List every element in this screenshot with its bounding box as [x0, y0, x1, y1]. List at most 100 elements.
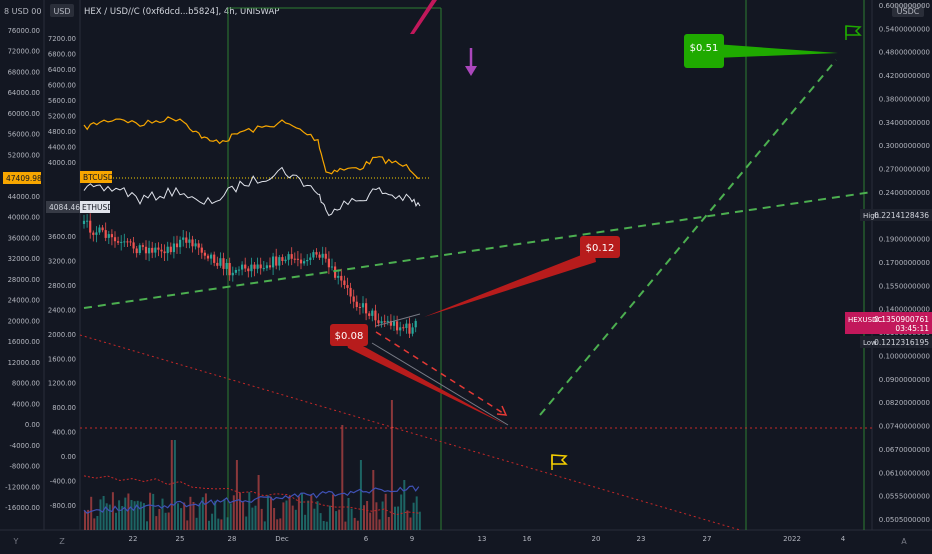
axis-tick-label: -16000.00 [5, 504, 40, 512]
candle-body [95, 232, 98, 235]
axis-tick-label: 4000.00 [48, 159, 76, 167]
axis-tick-label: 0.1900000000 [879, 236, 930, 244]
candlesticks [82, 213, 417, 338]
btcusd-line [83, 116, 421, 180]
volume-bar [353, 517, 356, 530]
bottom-button-y[interactable]: Y [13, 537, 19, 546]
volume-bar [412, 502, 415, 530]
volume-bar [146, 521, 148, 530]
volume-bar [270, 496, 272, 530]
candle-body [182, 237, 185, 240]
candle-body [144, 246, 148, 254]
volume-bar [220, 519, 223, 530]
volume-bar [124, 497, 127, 530]
axis-tick-label: 0.3400000000 [879, 119, 930, 127]
volume-bar [387, 517, 390, 530]
axis-tick-label: 0.00 [25, 421, 40, 429]
volume-bar [409, 517, 412, 530]
volume-bar [242, 502, 245, 530]
candle-body [262, 268, 265, 270]
volume-bar [254, 505, 257, 530]
target-low-box[interactable] [330, 324, 368, 346]
volume-bar [390, 400, 393, 530]
volume-bar [359, 460, 362, 530]
candle-body [250, 264, 253, 272]
volume-bar [397, 506, 400, 530]
volume-bar [235, 460, 238, 530]
ethusd-series-label: ETHUSD [82, 203, 113, 212]
x-tick-label: 6 [364, 535, 369, 543]
volume-bar [149, 492, 152, 530]
target-high-box[interactable] [684, 34, 724, 68]
volume-bar [155, 516, 158, 530]
axis-tick-label: 0.5400000000 [879, 25, 930, 33]
candle-body [241, 264, 244, 270]
axis-tick-label: 32000.00 [8, 255, 40, 263]
axis-tick-label: 24000.00 [8, 297, 40, 305]
candle-body [222, 258, 225, 269]
btcusd-series-tag [80, 171, 112, 183]
btcusd-last-value: 47409.98 [6, 174, 42, 183]
volume-bar [239, 492, 241, 530]
candle-body [265, 265, 268, 269]
target-mid-box[interactable] [580, 236, 620, 258]
callout-tail-mid [424, 250, 596, 317]
candle-body [237, 269, 241, 271]
bottom-button-a[interactable]: A [901, 537, 907, 546]
volume-bar [223, 498, 226, 530]
volume-bar [232, 495, 235, 530]
volume-bar [263, 521, 266, 530]
candle-body [113, 237, 117, 242]
volume-bar [177, 503, 179, 530]
axis-tick-label: 5600.00 [48, 97, 76, 105]
low-marker [860, 336, 932, 348]
axis-tick-label: 0.0820000000 [879, 399, 930, 407]
axis-tick-label: 4800.00 [48, 128, 76, 136]
volume-bar [130, 500, 133, 530]
candle-body [355, 301, 358, 307]
candle-body [210, 254, 213, 259]
volume-bar [381, 501, 384, 530]
volume-bar [229, 503, 232, 530]
candle-body [293, 258, 296, 260]
volume-bar [291, 505, 294, 530]
time-axis: 22 25 28 Dec 6 9 13 16 20 23 27 2022 4 [129, 535, 846, 543]
volume-bar [356, 520, 359, 530]
chart-title: HEX / USD//C (0xf6dcd...b5824], 4h, UNIS… [84, 7, 279, 17]
volume-bar [384, 493, 387, 530]
volume-bar [173, 440, 176, 530]
bottom-button-z[interactable]: Z [59, 537, 65, 546]
volume-bar [251, 507, 254, 530]
volume-bar [161, 498, 164, 530]
axis-tick-label: 8000.00 [12, 380, 40, 388]
x-tick-label: 9 [410, 535, 414, 543]
usd-badge[interactable] [50, 4, 74, 17]
volume-bar [307, 500, 310, 530]
x-tick-label: Dec [275, 535, 289, 543]
usdc-badge[interactable] [892, 4, 924, 17]
ethusd-series-tag [80, 201, 110, 213]
axis-tick-label: 0.1550000000 [879, 282, 930, 290]
axis-tick-label: 44000.00 [8, 193, 40, 201]
volume-bar [276, 519, 279, 530]
volume-bar [400, 494, 403, 530]
candle-body [284, 259, 287, 262]
candle-body [352, 296, 355, 302]
candle-body [194, 243, 197, 247]
x-tick-label: 16 [523, 535, 532, 543]
axis-tick-label: 0.1400000000 [879, 306, 930, 314]
candle-body [299, 259, 303, 264]
ethusd-line [83, 166, 421, 217]
volume-bar [363, 505, 365, 530]
axis-tick-label: 16000.00 [8, 338, 40, 346]
candle-body [303, 261, 306, 264]
candle-body [377, 320, 380, 324]
volume-bar [90, 496, 93, 530]
candle-body [340, 275, 343, 281]
candle-body [346, 285, 349, 288]
candle-body [123, 241, 126, 243]
candle-body [324, 253, 327, 259]
candle-body [306, 260, 309, 262]
